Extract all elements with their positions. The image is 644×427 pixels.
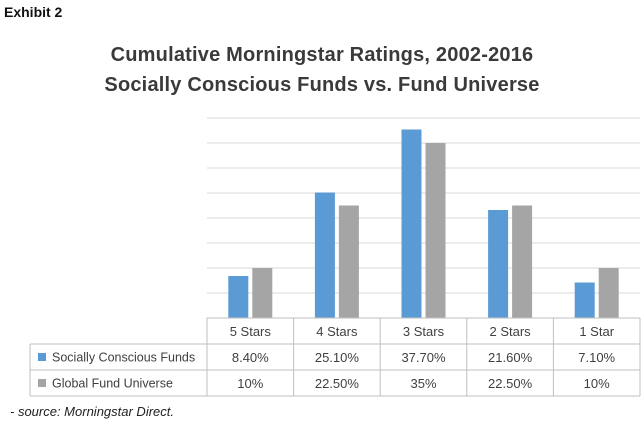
data-label: 37.70% — [401, 350, 446, 365]
data-table: 5 Stars 4 Stars 3 Stars 2 Stars 1 Star Social… — [29, 317, 641, 397]
data-label: 8.40% — [232, 350, 269, 365]
data-label: 25.10% — [315, 350, 360, 365]
chart-title-block: Cumulative Morningstar Ratings, 2002-201… — [0, 40, 644, 100]
chart-title: Cumulative Morningstar Ratings, 2002-201… — [110, 44, 534, 66]
data-label: 35% — [410, 376, 436, 391]
category-label: 3 Stars — [403, 324, 445, 339]
chart-subtitle: Socially Conscious Funds vs. Fund Univer… — [104, 74, 540, 96]
series-name: Socially Conscious Funds — [52, 351, 195, 365]
bar — [228, 276, 249, 318]
bar — [512, 205, 533, 318]
bar — [252, 268, 273, 318]
data-label: 10% — [237, 376, 263, 391]
data-label: 10% — [584, 376, 610, 391]
data-label: 21.60% — [488, 350, 533, 365]
bar — [314, 192, 335, 318]
bar — [425, 143, 446, 318]
exhibit-label: Exhibit 2 — [4, 4, 63, 20]
bar — [401, 129, 422, 318]
bar — [598, 268, 619, 318]
bar — [574, 282, 595, 318]
bar — [488, 210, 509, 318]
gridlines — [207, 117, 640, 294]
category-label: 5 Stars — [230, 324, 272, 339]
data-label: 22.50% — [488, 376, 533, 391]
category-label: 2 Stars — [490, 324, 532, 339]
series-name: Global Fund Universe — [52, 377, 173, 391]
category-label: 4 Stars — [316, 324, 358, 339]
source-note: - source: Morningstar Direct. — [10, 404, 174, 419]
legend-swatch — [38, 379, 46, 387]
bar — [338, 205, 359, 318]
bars — [228, 129, 619, 318]
legend-swatch — [38, 353, 46, 361]
bar-chart: 5 Stars 4 Stars 3 Stars 2 Stars 1 Star Social… — [29, 117, 641, 397]
category-label: 1 Star — [579, 324, 614, 339]
data-label: 7.10% — [578, 350, 615, 365]
data-label: 22.50% — [315, 376, 360, 391]
